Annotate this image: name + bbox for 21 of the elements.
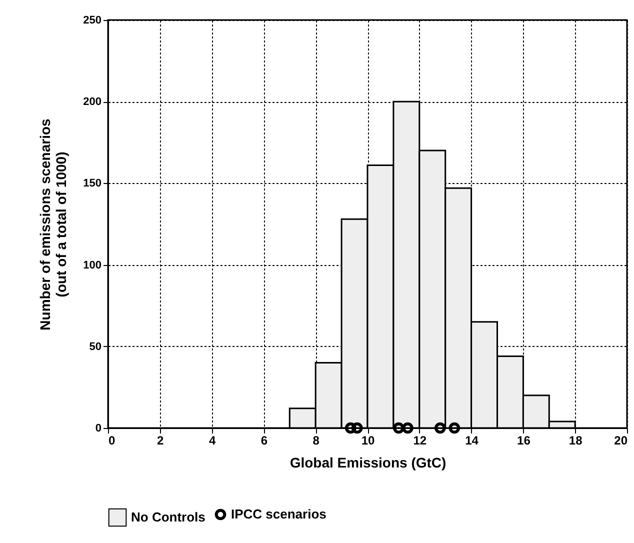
x-tick-label: 12	[413, 434, 427, 448]
x-tick-label: 10	[361, 434, 375, 448]
x-tick-label: 16	[517, 434, 531, 448]
x-tick-label: 8	[312, 434, 320, 448]
x-tick-label: 2	[157, 434, 164, 448]
x-tick-label: 18	[568, 434, 583, 448]
x-tick-label: 0	[108, 434, 116, 448]
x-tick-label: 20	[614, 434, 628, 448]
x-tick-label: 6	[260, 434, 268, 448]
x-tick-label: 14	[465, 434, 479, 448]
x-axis-title: Global Emissions (GtC)	[290, 454, 446, 470]
y-tick-label: 100	[83, 259, 102, 272]
y-tick-label: 200	[83, 96, 102, 108]
y-tick-label: 50	[89, 340, 102, 353]
y-tick-label: 150	[83, 178, 102, 190]
y-tick-label: 250	[83, 14, 102, 26]
legend-label: No Controls	[131, 510, 206, 524]
y-axis-title: Number of emissions scenarios (out of a total of 1000)	[37, 118, 70, 330]
x-tick-label: 4	[208, 434, 216, 448]
y-tick-label: 0	[95, 422, 102, 434]
legend-label: IPCC scenarios	[231, 506, 326, 522]
